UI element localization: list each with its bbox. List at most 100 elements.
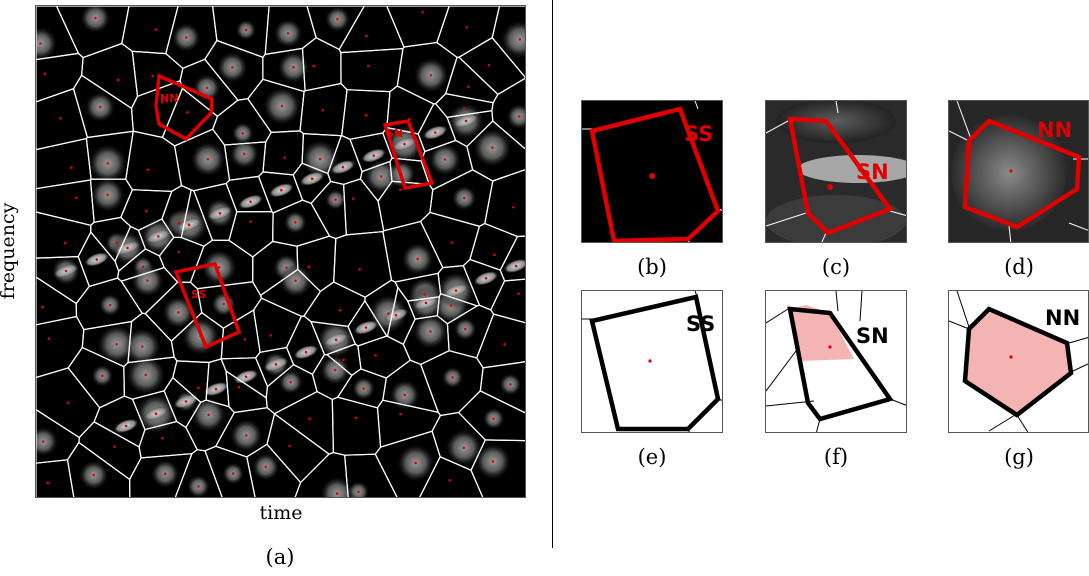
cell-center-point xyxy=(280,188,283,192)
cell-center-point xyxy=(41,440,45,443)
panel-c-tag: SN xyxy=(856,160,889,184)
cell-center-point xyxy=(518,38,522,41)
cell-center-point xyxy=(64,269,68,273)
ss-cell-label: SS xyxy=(191,288,206,301)
cell-center-point xyxy=(207,413,210,417)
cell-center-point xyxy=(379,175,383,178)
cell-center-point xyxy=(454,289,458,292)
cell-center-point xyxy=(433,131,437,134)
cell-center-point xyxy=(177,250,180,254)
voronoi-cell xyxy=(333,230,393,298)
cell-center-point xyxy=(423,293,427,296)
voronoi-cell xyxy=(490,278,525,324)
panel-b: SS xyxy=(581,100,723,243)
cell-center-point xyxy=(66,401,70,405)
cell-center-point xyxy=(450,241,453,244)
cell-center-point xyxy=(491,460,495,463)
cell-center-point xyxy=(424,301,428,305)
voronoi-cell xyxy=(499,235,525,282)
cell-center-point xyxy=(283,156,286,159)
cell-center-point xyxy=(106,162,110,165)
panel-e-tag: SS xyxy=(686,312,715,336)
cell-center-point xyxy=(231,472,235,475)
cell-center-point xyxy=(462,196,466,200)
voronoi-cell xyxy=(262,130,305,176)
cell-center-point xyxy=(124,424,128,428)
cell-center-point xyxy=(231,66,234,69)
noise-blob xyxy=(80,6,111,33)
cell-center-point xyxy=(286,31,290,35)
voronoi-cell xyxy=(338,6,405,54)
cell-center-point xyxy=(421,11,424,14)
noise-blob xyxy=(320,477,354,497)
noise-blobs xyxy=(36,6,525,497)
caption-a: (a) xyxy=(265,545,295,569)
cell-center-point xyxy=(186,111,189,114)
cell-center-point xyxy=(335,492,339,495)
cell-center-point xyxy=(249,220,252,223)
cell-center-point xyxy=(163,472,167,476)
cell-center-point xyxy=(106,193,109,197)
voronoi-cell xyxy=(252,297,303,354)
cell-center-point xyxy=(293,221,297,224)
cell-center-point xyxy=(462,446,466,450)
cell-center-point xyxy=(399,412,402,416)
voronoi-cell xyxy=(331,396,382,456)
cell-center-point xyxy=(448,478,451,482)
voronoi-cell xyxy=(347,299,388,347)
cell-center-point xyxy=(160,100,164,104)
cell-center-point xyxy=(294,279,297,283)
cell-center-point xyxy=(416,257,420,261)
cell-center-point xyxy=(242,152,246,156)
cell-center-point xyxy=(492,417,495,420)
cell-center-point xyxy=(429,330,432,333)
voronoi-cell xyxy=(310,320,357,356)
cell-center-point xyxy=(364,326,368,329)
cell-center-point xyxy=(197,485,200,488)
voronoi-cell xyxy=(446,110,494,148)
cell-center-point xyxy=(101,374,104,378)
cell-center-point xyxy=(187,223,191,227)
cell-center-point xyxy=(196,386,200,390)
cell-center-point xyxy=(514,264,518,268)
cell-center-point xyxy=(342,358,345,362)
cell-center-point xyxy=(403,142,406,146)
cell-center-point xyxy=(289,380,292,384)
cell-center-point xyxy=(206,157,210,161)
cell-center-point xyxy=(372,154,375,157)
cell-center-point xyxy=(288,444,291,448)
cell-center-point xyxy=(222,302,225,306)
cell-center-point xyxy=(364,114,368,117)
cell-center-point xyxy=(517,292,520,295)
cell-center-point xyxy=(366,64,370,68)
cell-center-point xyxy=(177,311,180,314)
voronoi-cells xyxy=(36,6,525,497)
cell-center-point xyxy=(449,304,453,307)
caption-c: (c) xyxy=(821,255,851,279)
cell-center-point xyxy=(41,305,44,309)
cell-center-point xyxy=(318,157,322,161)
cell-center-point xyxy=(334,338,338,342)
cell-center-point xyxy=(285,266,288,269)
cell-center-point xyxy=(341,165,345,169)
cell-center-point xyxy=(63,241,67,245)
voronoi-cell xyxy=(444,56,499,104)
cell-center-point xyxy=(362,387,365,390)
voronoi-cell xyxy=(457,390,525,442)
caption-f: (f) xyxy=(823,445,849,469)
panel-e: SS xyxy=(581,290,723,433)
cell-center-point xyxy=(177,221,181,225)
cell-center-point xyxy=(336,17,339,21)
voronoi-cell xyxy=(121,6,179,55)
cell-center-point xyxy=(387,312,390,315)
cell-center-point xyxy=(146,168,150,171)
cell-center-point xyxy=(46,481,49,485)
cell-center-point xyxy=(69,166,73,170)
cell-center-point xyxy=(466,85,470,89)
voronoi-cell xyxy=(476,313,525,369)
cell-center-point xyxy=(357,490,360,494)
panel-g: NN xyxy=(948,290,1089,433)
cell-center-point xyxy=(184,400,188,403)
cell-center-point xyxy=(414,461,418,465)
cell-center-point xyxy=(403,393,407,397)
